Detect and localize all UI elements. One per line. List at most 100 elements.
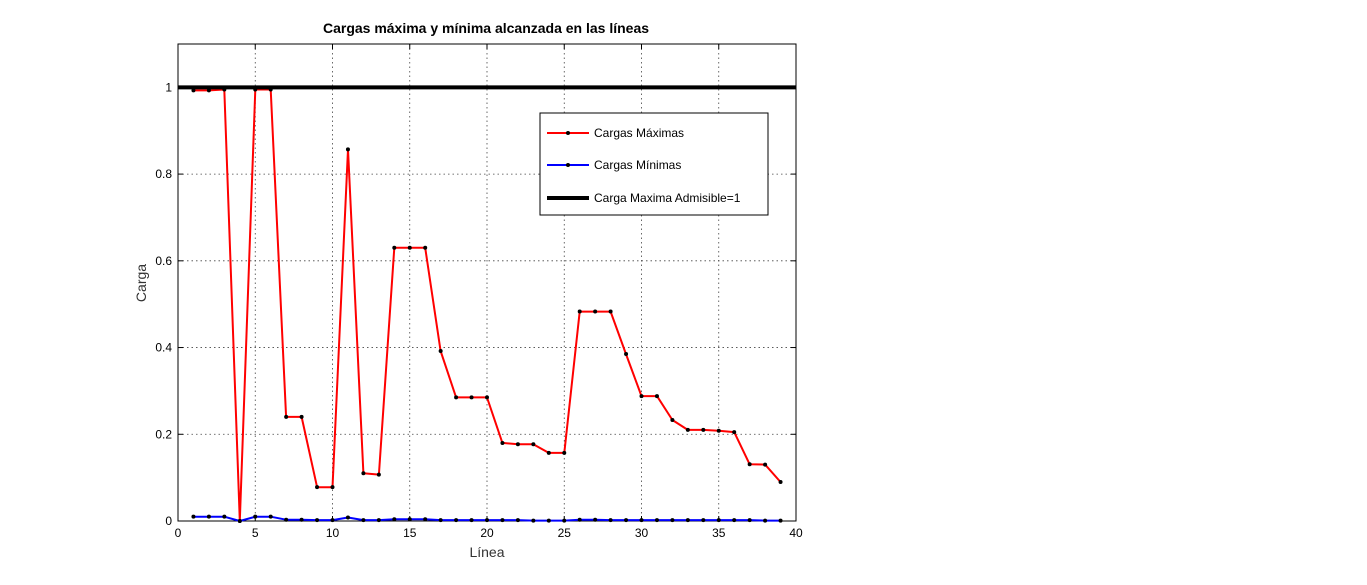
data-point xyxy=(624,352,629,357)
data-point xyxy=(206,88,211,93)
data-point xyxy=(361,471,366,476)
x-tick-label: 15 xyxy=(403,526,417,540)
data-point xyxy=(500,440,505,445)
data-point xyxy=(500,518,505,523)
series xyxy=(178,85,796,523)
x-tick-label: 25 xyxy=(558,526,572,540)
data-point xyxy=(732,430,737,435)
data-point xyxy=(670,417,675,422)
data-point xyxy=(639,518,644,523)
y-tick-label: 0.8 xyxy=(155,167,172,181)
data-point xyxy=(732,518,737,523)
legend-label-0: Cargas Máximas xyxy=(594,126,684,140)
chart-title: Cargas máxima y mínima alcanzada en las … xyxy=(323,20,649,36)
data-point xyxy=(515,518,520,523)
data-point xyxy=(345,147,350,152)
y-tick-label: 0.6 xyxy=(155,254,172,268)
data-point xyxy=(299,517,304,522)
data-point xyxy=(546,450,551,455)
data-point xyxy=(253,514,258,519)
data-point xyxy=(407,245,412,250)
data-point xyxy=(577,309,582,314)
data-point xyxy=(284,414,289,419)
data-point xyxy=(624,518,629,523)
data-point xyxy=(716,428,721,433)
data-point xyxy=(454,395,459,400)
data-point xyxy=(376,472,381,477)
data-point xyxy=(577,517,582,522)
legend-marker-0 xyxy=(566,131,570,135)
ticks: 0 5 10 15 20 25 30 35 40 0 0.2 0.4 0.6 0.8 1 xyxy=(155,44,803,540)
data-point xyxy=(670,518,675,523)
x-tick-label: 35 xyxy=(712,526,726,540)
legend-label-2: Carga Maxima Admisible=1 xyxy=(594,191,741,205)
data-point xyxy=(407,517,412,522)
data-point xyxy=(763,518,768,523)
data-point xyxy=(763,462,768,467)
data-point xyxy=(315,518,320,523)
x-tick-label: 20 xyxy=(480,526,494,540)
data-point xyxy=(423,517,428,522)
data-point xyxy=(716,518,721,523)
data-point xyxy=(593,309,598,314)
data-point xyxy=(562,518,567,523)
data-point xyxy=(685,518,690,523)
data-point xyxy=(701,518,706,523)
x-axis-label: Línea xyxy=(469,544,504,560)
x-tick-label: 5 xyxy=(252,526,259,540)
data-point xyxy=(515,442,520,447)
data-point xyxy=(685,427,690,432)
data-point xyxy=(593,517,598,522)
data-point xyxy=(531,442,536,447)
data-point xyxy=(469,518,474,523)
y-tick-label: 0 xyxy=(165,514,172,528)
data-point xyxy=(747,518,752,523)
data-point xyxy=(438,349,443,354)
x-tick-label: 30 xyxy=(635,526,649,540)
data-point xyxy=(562,450,567,455)
data-point xyxy=(485,518,489,523)
data-point xyxy=(654,518,659,523)
data-point xyxy=(639,394,644,399)
data-point xyxy=(392,517,397,522)
data-point xyxy=(546,518,551,523)
data-point xyxy=(778,518,783,523)
data-point xyxy=(299,414,304,419)
x-tick-label: 40 xyxy=(789,526,803,540)
data-point xyxy=(361,518,366,523)
data-point xyxy=(330,518,335,523)
data-point xyxy=(376,518,381,523)
data-point xyxy=(392,245,397,250)
legend-marker-1 xyxy=(566,163,570,167)
data-point xyxy=(701,427,706,432)
data-point xyxy=(654,394,659,399)
data-point xyxy=(345,515,350,520)
data-point xyxy=(222,514,227,519)
data-point xyxy=(423,245,428,250)
data-point xyxy=(778,479,783,484)
legend-label-1: Cargas Mínimas xyxy=(594,158,681,172)
data-point xyxy=(469,395,474,400)
y-tick-label: 0.4 xyxy=(155,341,172,355)
data-point xyxy=(485,395,489,400)
data-point xyxy=(608,518,613,523)
data-point xyxy=(191,88,196,93)
data-point xyxy=(747,462,752,467)
grid xyxy=(178,44,796,521)
data-point xyxy=(237,519,242,523)
legend: Cargas Máximas Cargas Mínimas Carga Maxima… xyxy=(539,112,769,216)
data-point xyxy=(284,517,289,522)
x-tick-label: 0 xyxy=(175,526,182,540)
data-point xyxy=(454,518,459,523)
data-point xyxy=(206,514,211,519)
y-axis-label: Carga xyxy=(133,264,149,302)
x-tick-label: 10 xyxy=(326,526,340,540)
data-point xyxy=(438,518,443,523)
y-tick-label: 0.2 xyxy=(155,427,172,441)
data-point xyxy=(608,309,613,314)
data-point xyxy=(315,485,320,490)
data-point xyxy=(531,518,536,523)
data-point xyxy=(191,514,196,519)
data-point xyxy=(330,485,335,490)
